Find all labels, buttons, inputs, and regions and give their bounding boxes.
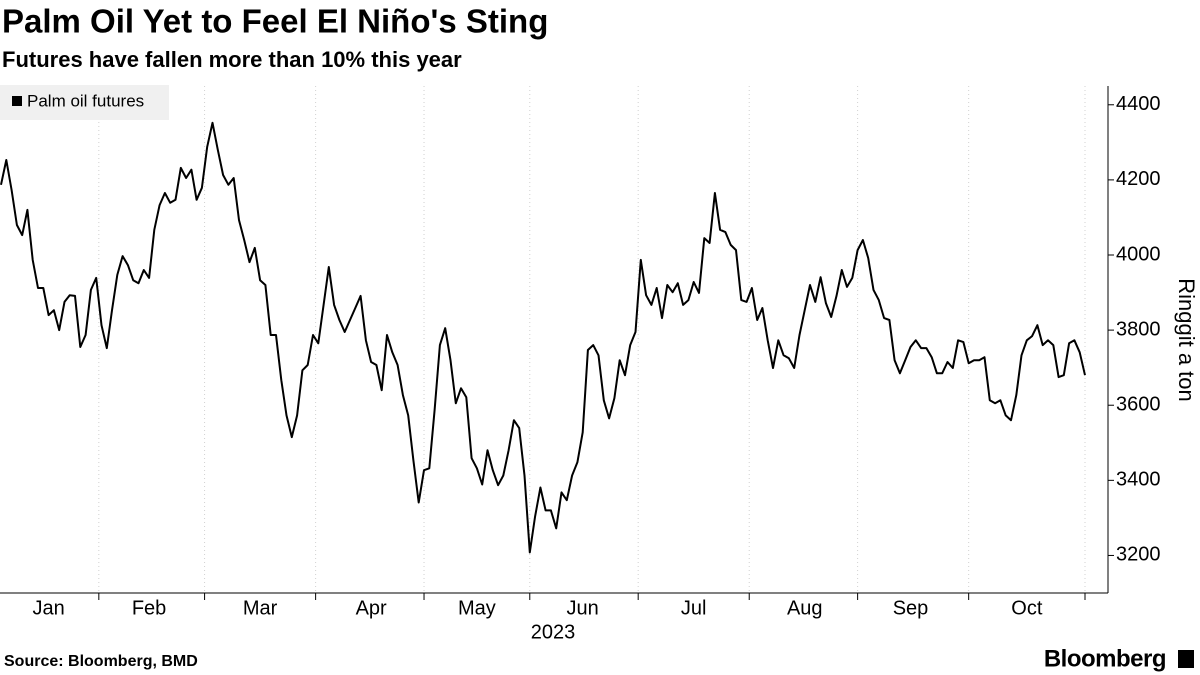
y-tick-label: 4200 bbox=[1116, 168, 1161, 190]
legend-label: Palm oil futures bbox=[27, 91, 144, 110]
legend-swatch bbox=[12, 96, 22, 106]
brand: Bloomberg bbox=[1044, 645, 1166, 672]
x-tick-label: Jan bbox=[32, 597, 64, 619]
x-tick-label: Mar bbox=[243, 597, 278, 619]
y-tick-label: 4400 bbox=[1116, 93, 1161, 115]
x-tick-label: Aug bbox=[787, 597, 823, 619]
y-tick-label: 3400 bbox=[1116, 469, 1161, 491]
y-tick-label: 3800 bbox=[1116, 318, 1161, 340]
legend-box bbox=[0, 85, 169, 120]
x-tick-label: Jul bbox=[681, 597, 707, 619]
chart-title: Palm Oil Yet to Feel El Niño's Sting bbox=[2, 3, 548, 40]
chart-subtitle: Futures have fallen more than 10% this y… bbox=[2, 47, 462, 72]
y-tick-label: 3200 bbox=[1116, 544, 1161, 566]
y-axis-label: Ringgit a ton bbox=[1174, 278, 1199, 402]
x-tick-label: Apr bbox=[356, 597, 387, 619]
source: Source: Bloomberg, BMD bbox=[4, 653, 198, 670]
x-tick-label: May bbox=[458, 597, 496, 619]
x-tick-label: Oct bbox=[1011, 597, 1043, 619]
x-tick-label: Jun bbox=[567, 597, 599, 619]
x-axis-label: 2023 bbox=[531, 621, 576, 643]
line-series bbox=[0, 121, 1086, 554]
y-tick-label: 4000 bbox=[1116, 243, 1161, 265]
brand-icon bbox=[1178, 650, 1194, 668]
x-tick-label: Feb bbox=[132, 597, 166, 619]
y-tick-label: 3600 bbox=[1116, 394, 1161, 416]
x-tick-label: Sep bbox=[893, 597, 929, 619]
